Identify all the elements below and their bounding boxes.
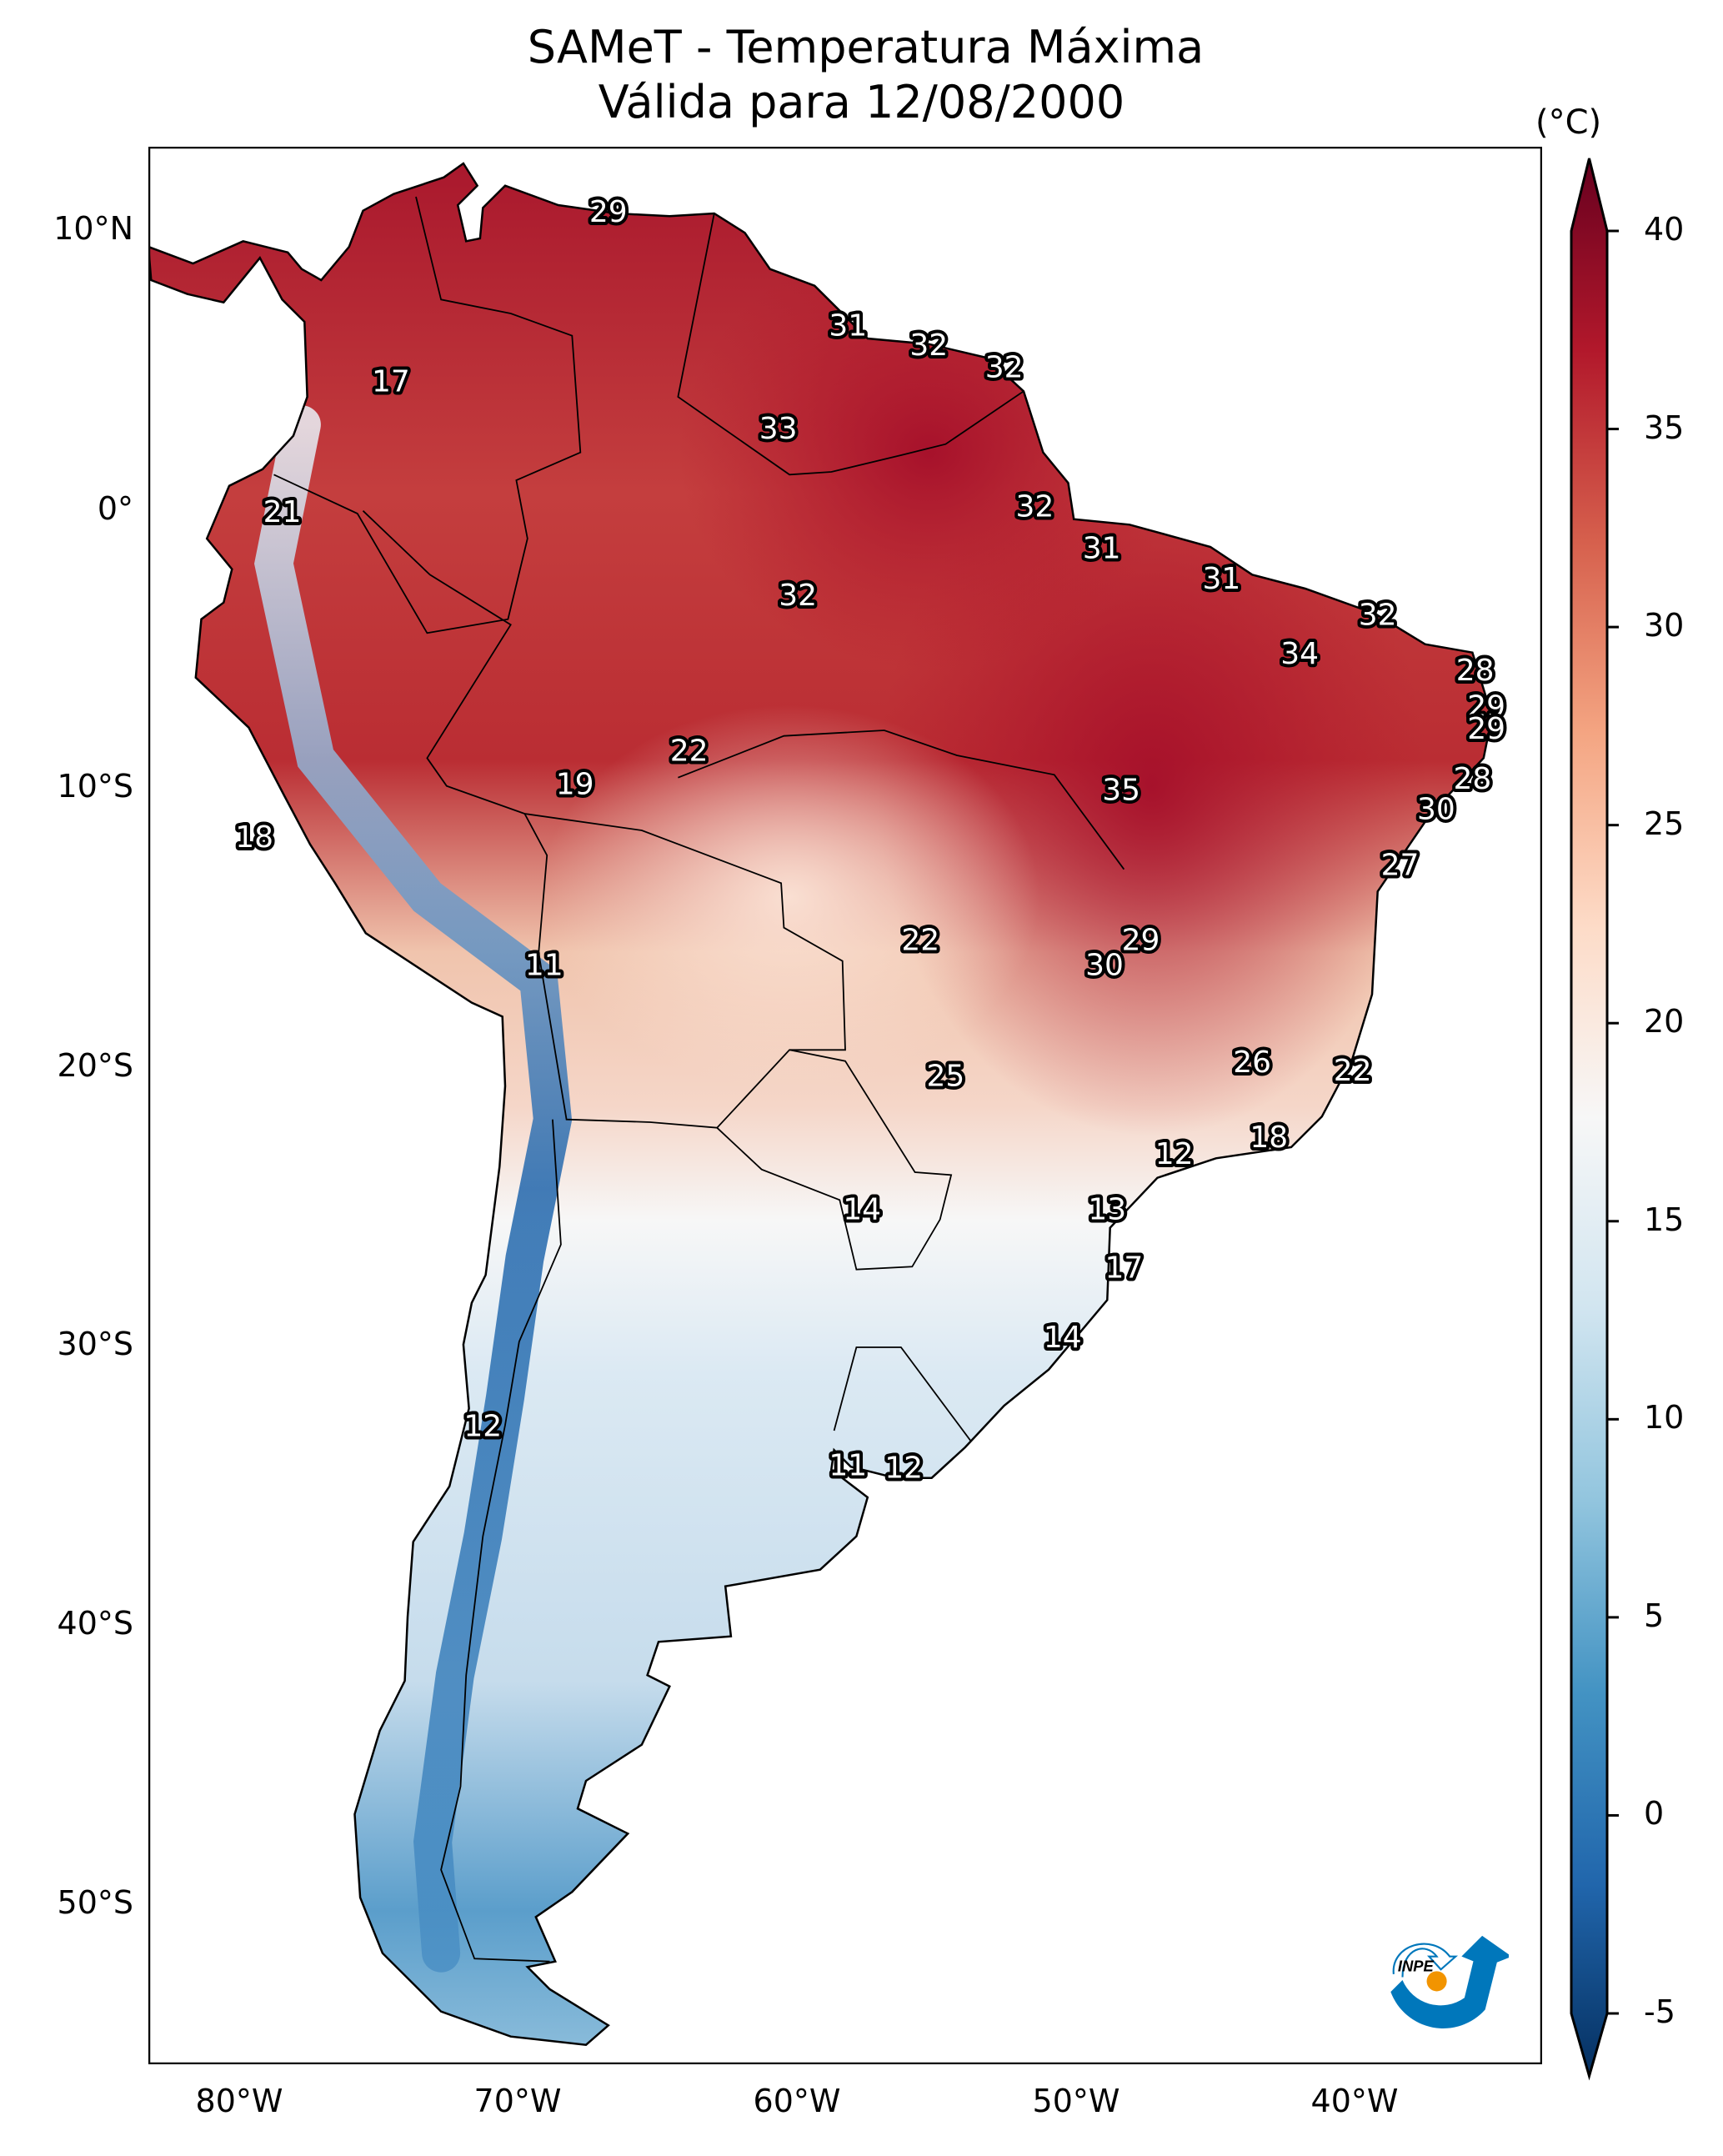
colorbar-tick-label: 25 [1644,805,1685,842]
colorbar-tick-label: 30 [1644,607,1685,644]
country-border-6 [362,510,525,815]
temperature-label: 12 [884,1452,923,1486]
coastline [148,162,1494,2047]
country-border-3 [716,1049,953,1271]
temperature-label: 32 [1015,489,1054,524]
temperature-label: 32 [1359,598,1397,632]
temperature-label: 31 [829,309,867,343]
chart-subtitle: Válida para 12/08/2000 [598,76,1125,128]
temperature-label: 32 [909,328,948,363]
temperature-label: 30 [1085,948,1124,982]
country-borders [273,196,1125,1963]
chart-title-line-1: SAMeT - Temperatura Máxima [527,21,1205,73]
lat-tick-20S: 20°S [57,1047,133,1084]
temperature-label: 14 [843,1193,881,1227]
temperature-label: 19 [556,768,594,802]
temperature-label: 29 [589,195,628,229]
temperature-label: 22 [901,923,939,957]
map-frame-border [148,147,1542,2064]
lat-tick-50S: 50°S [57,1884,133,1921]
hot-core-guianas [679,235,1180,669]
temperature-label: 29 [1467,689,1505,724]
temperature-label: 32 [985,351,1024,385]
country-border-5 [440,1119,562,1963]
temperature-raster [148,163,1492,2045]
colorbar-tick-label: 35 [1644,409,1685,446]
temperature-label: 22 [670,735,709,769]
temperature-label: 26 [1233,1045,1271,1080]
colorbar-tick-label: 5 [1644,1597,1665,1634]
lat-tick-10S: 10°S [57,768,133,805]
lat-tick-0: 0° [97,490,133,527]
temperature-label: 32 [779,579,817,613]
temperature-label: 17 [372,364,410,399]
colorbar [1570,158,1619,2081]
country-border-4 [833,1346,974,1446]
temperature-label: 31 [1083,531,1121,565]
colorbar-tick-label: -5 [1644,1993,1675,2030]
temperature-label: 28 [1456,654,1495,688]
country-border-1 [678,730,1125,870]
lat-tick-40S: 40°S [57,1605,133,1642]
temperature-label: 12 [1155,1137,1194,1171]
temperature-label: 17 [1104,1251,1143,1286]
colorbar-body [1570,158,1609,2081]
temperature-label: 14 [1044,1321,1082,1355]
lon-tick-70W: 70°W [473,2083,562,2119]
lon-tick-80W: 80°W [195,2083,283,2119]
temperature-label: 11 [829,1448,867,1482]
temperature-label: 29 [1467,712,1505,746]
temperature-label: 22 [1334,1054,1372,1088]
temperature-label: 18 [235,820,273,855]
lat-tick-10N: 10°N [53,210,133,247]
temperature-label: 13 [1088,1193,1126,1227]
lon-tick-50W: 50°W [1032,2083,1120,2119]
andes-cold-band [254,405,573,1973]
temperature-label: 11 [525,948,563,982]
temperature-label: 27 [1381,848,1420,882]
colorbar-tick-label: 10 [1644,1399,1685,1436]
temperature-label: 18 [1250,1121,1288,1155]
country-border-0 [273,196,582,634]
lon-tick-40W: 40°W [1310,2083,1399,2119]
colorbar-tick-label: 15 [1644,1201,1685,1238]
lon-tick-60W: 60°W [753,2083,841,2119]
inpe-logo: INPE [1390,1935,1509,2028]
colorbar-unit: (°C) [1535,103,1602,142]
colorbar-tick-label: 0 [1644,1795,1665,1833]
mild-region-bolivia [539,705,1040,1089]
temperature-label: 30 [1417,793,1455,827]
inpe-logo-text: INPE [1398,1957,1435,1974]
temperature-label: 35 [1102,773,1140,807]
temperature-label: 28 [1453,762,1491,796]
temperature-label: 31 [1202,562,1240,596]
land-temperature-field [148,162,1494,2047]
temperature-label: 33 [759,412,798,446]
temperature-label: 29 [1122,923,1160,957]
temperature-label: 12 [463,1410,502,1444]
temperature-label: 34 [1280,637,1319,671]
colorbar-tick-label: 20 [1644,1003,1685,1040]
chart-title: SAMeT - Temperatura Máxima Válida para 1… [0,20,1723,130]
country-border-7 [677,213,1024,476]
temperature-label: 25 [926,1060,964,1094]
temperature-label: 21 [263,495,302,529]
colorbar-tick-label: 40 [1644,211,1685,248]
lat-tick-30S: 30°S [57,1326,133,1362]
map-area: 29 31 32 32 17 33 32 21 31 31 32 32 34 28 29 29 22 28 19 35… [148,147,1542,2064]
